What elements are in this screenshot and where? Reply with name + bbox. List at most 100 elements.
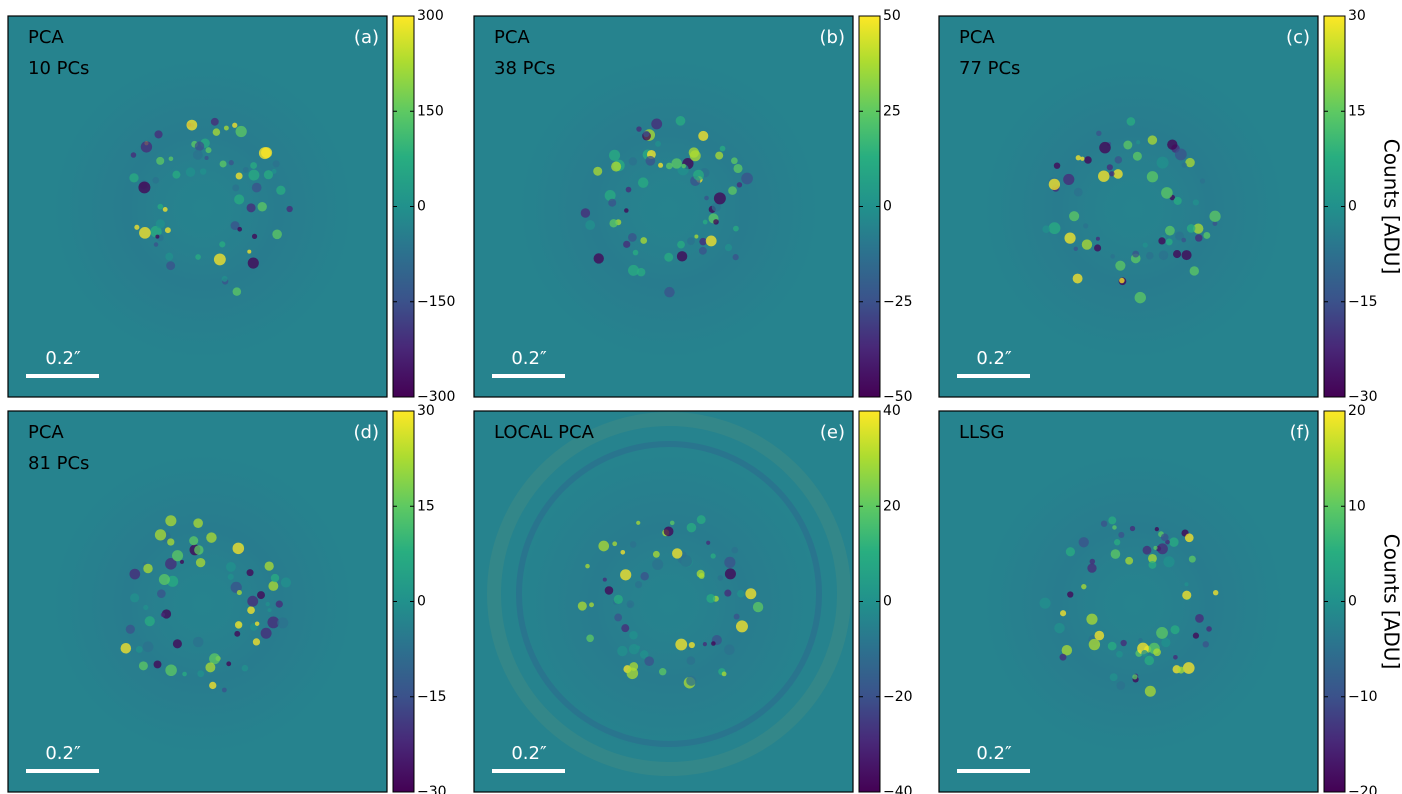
- colorbar-label: Counts [ADU]: [1380, 139, 1402, 275]
- speckle: [1195, 614, 1204, 623]
- speckle: [672, 548, 683, 559]
- colorbar-tick-label: 50: [883, 8, 901, 24]
- speckle: [1147, 135, 1158, 145]
- speckle: [234, 621, 243, 629]
- panel-label: LOCAL PCA: [494, 422, 595, 443]
- speckle: [212, 128, 221, 136]
- speckle: [1108, 516, 1117, 525]
- speckle: [713, 192, 726, 205]
- speckle: [164, 227, 171, 234]
- speckle: [636, 126, 642, 132]
- speckle: [724, 589, 732, 597]
- image-border: [473, 15, 854, 398]
- speckle: [234, 630, 241, 637]
- halo: [53, 454, 353, 754]
- speckle: [221, 687, 227, 693]
- colorbar-tick-label: −30: [417, 784, 447, 794]
- colorbar-tick-label: −30: [1348, 389, 1378, 405]
- speckle: [210, 117, 219, 126]
- speckle: [271, 168, 277, 174]
- speckle: [129, 173, 139, 183]
- speckle: [1173, 654, 1178, 660]
- speckle: [185, 167, 196, 177]
- speckle: [192, 149, 203, 160]
- speckle: [275, 600, 283, 608]
- speckle: [1160, 533, 1169, 542]
- speckle: [179, 559, 184, 564]
- speckle: [250, 162, 258, 169]
- speckle: [717, 575, 724, 581]
- speckle: [265, 601, 270, 607]
- speckle: [237, 226, 243, 232]
- colorbar-tick-label: 0: [883, 199, 892, 215]
- speckle: [752, 601, 764, 613]
- speckle: [1110, 549, 1121, 559]
- speckle: [736, 589, 745, 598]
- speckle: [130, 152, 137, 158]
- speckle: [1138, 638, 1143, 643]
- panel: LOCAL PCA (e) 0.2″ −40 −20 0 20 40: [473, 403, 913, 794]
- speckle: [702, 219, 708, 225]
- speckle: [1158, 237, 1166, 245]
- panel: PCA 38 PCs (b) 0.2″ −50 −25 0 25 50: [473, 8, 913, 405]
- colorbar-tick-label: −15: [417, 689, 447, 705]
- speckle: [1192, 199, 1199, 206]
- colorbar-label: Counts [ADU]: [1380, 534, 1402, 670]
- speckle: [154, 529, 167, 541]
- speckle: [620, 569, 632, 581]
- colorbar-tick-label: −20: [1348, 784, 1378, 794]
- speckle: [172, 639, 182, 649]
- panel-label: PCA: [959, 27, 995, 48]
- speckle: [1096, 130, 1102, 137]
- speckle: [698, 246, 707, 255]
- speckle: [1087, 563, 1097, 573]
- speckle: [614, 613, 623, 622]
- colorbar-tick-label: 0: [417, 199, 426, 215]
- speckle: [1088, 638, 1101, 651]
- speckle: [182, 671, 187, 677]
- speckle: [219, 241, 226, 248]
- speckle: [710, 553, 716, 559]
- speckle: [698, 130, 709, 141]
- speckle: [270, 573, 280, 583]
- speckle: [1173, 196, 1182, 205]
- speckle: [263, 170, 274, 180]
- speckle: [696, 515, 706, 525]
- ring: [487, 412, 851, 776]
- speckle: [602, 577, 607, 582]
- speckle: [1069, 211, 1080, 222]
- speckle: [1165, 238, 1173, 246]
- speckle: [1163, 556, 1175, 568]
- speckle: [604, 190, 616, 201]
- speckle: [620, 549, 626, 555]
- speckle: [1106, 164, 1113, 171]
- speckle: [665, 162, 673, 170]
- speckle: [1184, 533, 1194, 543]
- speckle: [186, 119, 198, 131]
- speckle: [254, 621, 260, 626]
- speckle: [1109, 673, 1118, 682]
- panel-label: PCA: [494, 27, 530, 48]
- speckle: [129, 568, 141, 580]
- speckle: [1192, 632, 1200, 639]
- speckle: [204, 155, 209, 161]
- speckle: [628, 233, 637, 242]
- speckle: [155, 219, 166, 229]
- speckle: [1153, 545, 1158, 550]
- speckle: [155, 234, 160, 239]
- speckle: [221, 275, 228, 282]
- speckle: [1095, 236, 1100, 241]
- speckle: [205, 147, 212, 154]
- speckle: [628, 157, 638, 166]
- speckle: [639, 650, 649, 659]
- speckle: [144, 616, 155, 627]
- speckle: [1174, 148, 1187, 161]
- speckle: [1154, 526, 1159, 532]
- speckle: [713, 219, 719, 225]
- speckle: [197, 670, 205, 678]
- speckle: [636, 520, 641, 525]
- speckle: [1075, 155, 1081, 161]
- speckle: [696, 569, 705, 578]
- speckle: [1181, 237, 1187, 243]
- speckle: [733, 225, 739, 232]
